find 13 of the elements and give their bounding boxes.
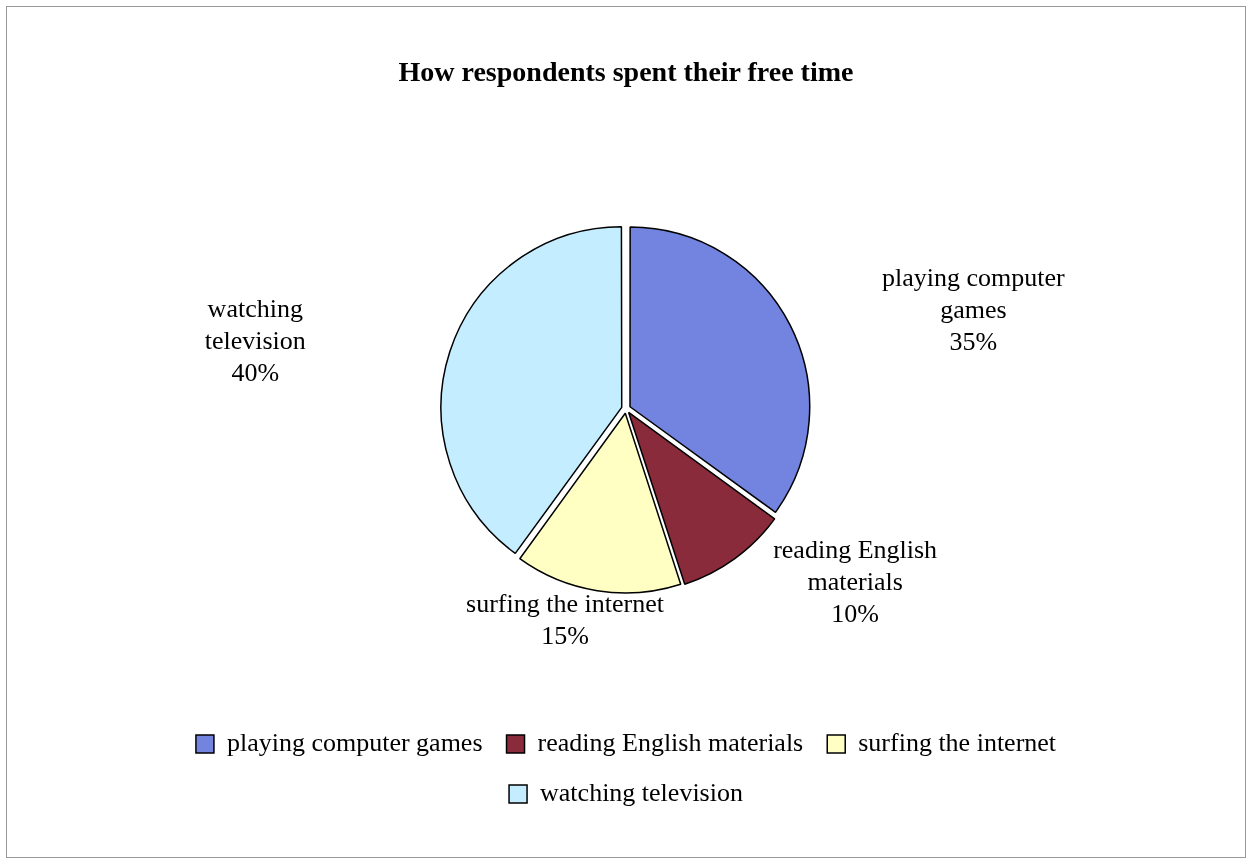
data-label: 15% xyxy=(541,621,589,651)
legend-label: watching television xyxy=(540,777,743,807)
data-label: 40% xyxy=(231,358,280,388)
chart-title: How respondents spent their free time xyxy=(398,56,854,88)
data-label: 10% xyxy=(831,598,879,628)
slice-label: playing computer games xyxy=(881,262,1065,324)
slice-label: watching television xyxy=(204,294,306,356)
legend-label: reading English materials xyxy=(537,727,804,757)
slice-label: reading English materials xyxy=(773,534,938,596)
legend-label: surfing the internet xyxy=(858,727,1057,757)
legend-label: playing computer games xyxy=(226,727,483,757)
slice-label: surfing the internet xyxy=(466,589,665,619)
data-label: 35% xyxy=(949,326,998,356)
